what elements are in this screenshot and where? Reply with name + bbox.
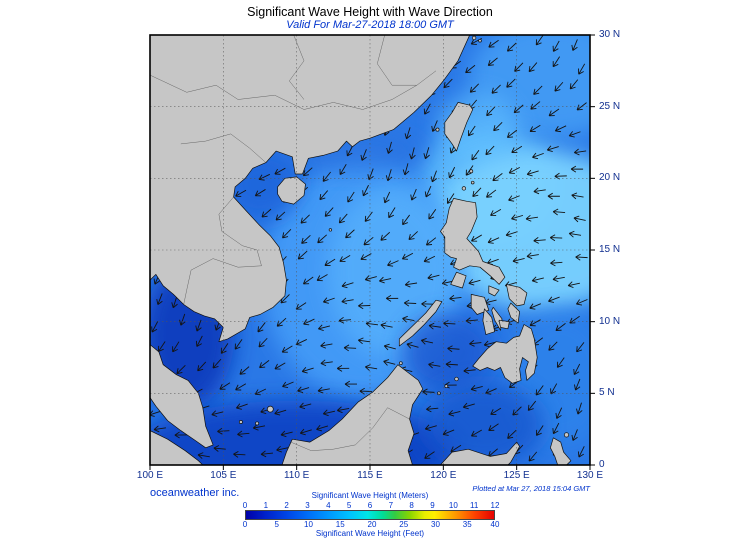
lon-tick-label: 115 E	[357, 470, 383, 481]
colorbar-feet-tick-label: 25	[399, 520, 409, 529]
lon-tick-label: 120 E	[430, 470, 457, 481]
colorbar-title-feet: Significant Wave Height (Feet)	[315, 529, 425, 538]
plot-valid-time: Valid For Mar-27-2018 18:00 GMT	[286, 19, 454, 31]
colorbar-meter-tick-label: 4	[326, 501, 331, 510]
colorbar-meter-ticks: 0 1 2 3 4 5 6 7 8 9 10 11 12	[242, 501, 500, 510]
lon-tick-label: 100 E	[136, 470, 164, 481]
lat-tick-label: 0	[599, 459, 605, 470]
colorbar-feet-tick-label: 20	[367, 520, 377, 529]
map-area	[149, 34, 595, 470]
colorbar-feet-tick-label: 15	[335, 520, 345, 529]
lat-tick-label: 25 N	[599, 100, 621, 112]
lat-tick-label: 5 N	[599, 387, 615, 399]
plot-title: Significant Wave Height with Wave Direct…	[247, 5, 493, 19]
credit: oceanweather inc.	[150, 487, 240, 499]
lat-tick-label: 15 N	[599, 244, 621, 255]
colorbar-meter-tick-label: 10	[448, 501, 458, 510]
colorbar-meter-tick-label: 2	[284, 501, 289, 510]
graticule	[150, 35, 590, 465]
lon-tick-label: 130 E	[576, 470, 604, 481]
lon-tick-label: 105 E	[210, 470, 237, 481]
colorbar-meter-tick-label: 7	[388, 501, 394, 510]
colorbar-feet-ticks: 0 5 10 15 20 25 30 35 40	[242, 520, 500, 529]
plotted-timestamp: Plotted at Mar 27, 2018 15:04 GMT	[472, 484, 590, 493]
colorbar-feet-tick-label: 35	[462, 520, 472, 529]
colorbar-title-meters: Significant Wave Height (Meters)	[311, 491, 429, 500]
lat-tick-label: 30 N	[599, 29, 621, 40]
colorbar-meter-tick-label: 12	[490, 501, 500, 510]
landmasses	[150, 35, 572, 465]
colorbar-meter-tick-label: 5	[346, 501, 352, 510]
lat-tick-label: 20 N	[599, 172, 621, 184]
colorbar-feet-tick-label: 30	[431, 520, 440, 529]
colorbar-feet-tick-label: 0	[242, 520, 248, 529]
axis-ticks	[149, 34, 595, 470]
colorbar-meter-tick-label: 3	[305, 501, 310, 510]
colorbar-meter-tick-label: 1	[263, 501, 269, 510]
colorbar-meter-tick-label: 11	[470, 501, 479, 510]
colorbar-feet-tick-label: 5	[274, 520, 279, 529]
colorbar-meter-tick-label: 8	[409, 501, 414, 510]
admin-borders	[150, 35, 437, 451]
colorbar-feet-tick-label: 40	[490, 520, 500, 529]
lon-tick-label: 125 E	[503, 470, 530, 481]
colorbar-meter-tick-label: 9	[430, 501, 435, 510]
colorbar-meter-tick-label: 0	[242, 501, 248, 510]
colorbar-gradient	[245, 510, 495, 520]
colorbar-feet-tick-label: 10	[304, 520, 313, 529]
lat-tick-label: 10 N	[599, 315, 621, 327]
map-graphics	[150, 35, 590, 465]
lon-tick-label: 110 E	[283, 470, 310, 481]
colorbar-meter-tick-label: 6	[367, 501, 373, 510]
wave-map	[149, 34, 595, 470]
